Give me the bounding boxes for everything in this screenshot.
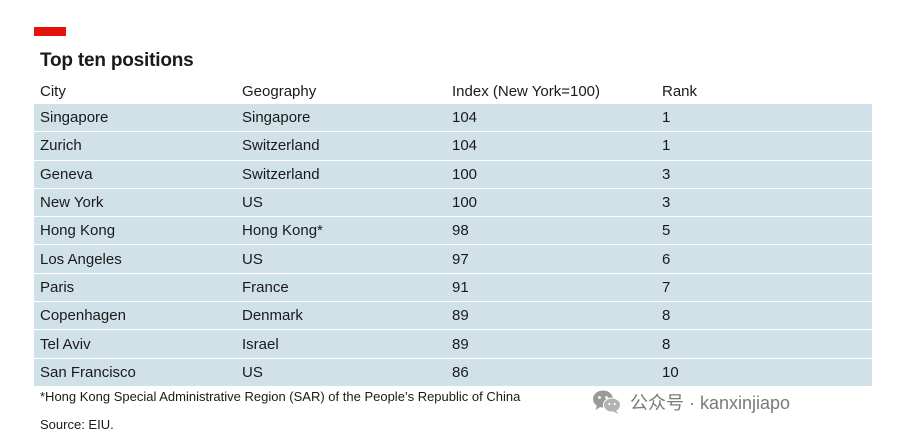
cell-rank: 7: [662, 278, 671, 296]
table-row: Los Angeles US 97 6: [34, 245, 872, 274]
cell-geography: US: [242, 250, 263, 268]
cell-geography: Switzerland: [242, 137, 320, 155]
table-row: Zurich Switzerland 104 1: [34, 132, 872, 161]
cell-city: Zurich: [40, 137, 82, 155]
cell-city: Los Angeles: [40, 250, 122, 268]
cell-index: 104: [452, 137, 478, 155]
cell-index: 100: [452, 194, 478, 212]
cell-city: Hong Kong: [40, 222, 116, 240]
column-header-rank: Rank: [662, 82, 698, 100]
cell-geography: US: [242, 363, 263, 381]
cell-city: Geneva: [40, 165, 93, 183]
column-header-index: Index (New York=100): [452, 82, 601, 100]
cell-geography: US: [242, 194, 263, 212]
footnote: *Hong Kong Special Administrative Region…: [40, 389, 521, 404]
column-header-city: City: [40, 82, 66, 100]
cell-city: Paris: [40, 278, 75, 296]
cell-geography: France: [242, 278, 289, 296]
cell-geography: Denmark: [242, 307, 303, 325]
cell-index: 100: [452, 165, 478, 183]
table-body: Singapore Singapore 104 1 Zurich Switzerland 1…: [34, 104, 872, 387]
table-row: Geneva Switzerland 100 3: [34, 160, 872, 189]
cell-rank: 8: [662, 335, 671, 353]
cell-rank: 5: [662, 222, 671, 240]
data-table: City Geography Index (New York=100) Rank…: [34, 78, 872, 387]
table-row: Hong Kong Hong Kong* 98 5: [34, 217, 872, 246]
table-row: Singapore Singapore 104 1: [34, 104, 872, 133]
cell-geography: Israel: [242, 335, 279, 353]
table-row: San Francisco US 86 10: [34, 358, 872, 387]
cell-city: Tel Aviv: [40, 335, 91, 353]
cell-index: 98: [452, 222, 469, 240]
cell-city: New York: [40, 194, 104, 212]
table-row: Paris France 91 7: [34, 273, 872, 303]
cell-index: 104: [452, 109, 478, 127]
cell-geography: Switzerland: [242, 165, 320, 183]
cell-index: 89: [452, 307, 469, 325]
cell-index: 86: [452, 363, 469, 381]
source-note: Source: EIU.: [40, 417, 114, 432]
cell-rank: 3: [662, 194, 671, 212]
cell-rank: 1: [662, 109, 671, 127]
cell-index: 91: [452, 278, 469, 296]
cell-rank: 8: [662, 307, 671, 325]
column-header-geography: Geography: [242, 82, 317, 100]
table-header-row: City Geography Index (New York=100) Rank: [34, 78, 872, 104]
wechat-icon: [593, 390, 621, 414]
table-row: Tel Aviv Israel 89 8: [34, 330, 872, 359]
cell-city: Singapore: [40, 109, 109, 127]
cell-geography: Singapore: [242, 109, 311, 127]
cell-geography: Hong Kong*: [242, 222, 323, 240]
cell-rank: 6: [662, 250, 671, 268]
cell-rank: 3: [662, 165, 671, 183]
cell-city: San Francisco: [40, 363, 136, 381]
watermark: 公众号 · kanxinjiapo: [592, 389, 790, 415]
table-row: Copenhagen Denmark 89 8: [34, 302, 872, 331]
cell-city: Copenhagen: [40, 307, 126, 325]
brand-red-bar: [34, 27, 66, 36]
table-title: Top ten positions: [40, 50, 194, 71]
cell-index: 89: [452, 335, 469, 353]
cell-rank: 10: [662, 363, 679, 381]
table-row: New York US 100 3: [34, 188, 872, 218]
cell-rank: 1: [662, 137, 671, 155]
watermark-text: 公众号 · kanxinjiapo: [630, 393, 791, 413]
cell-index: 97: [452, 250, 469, 268]
